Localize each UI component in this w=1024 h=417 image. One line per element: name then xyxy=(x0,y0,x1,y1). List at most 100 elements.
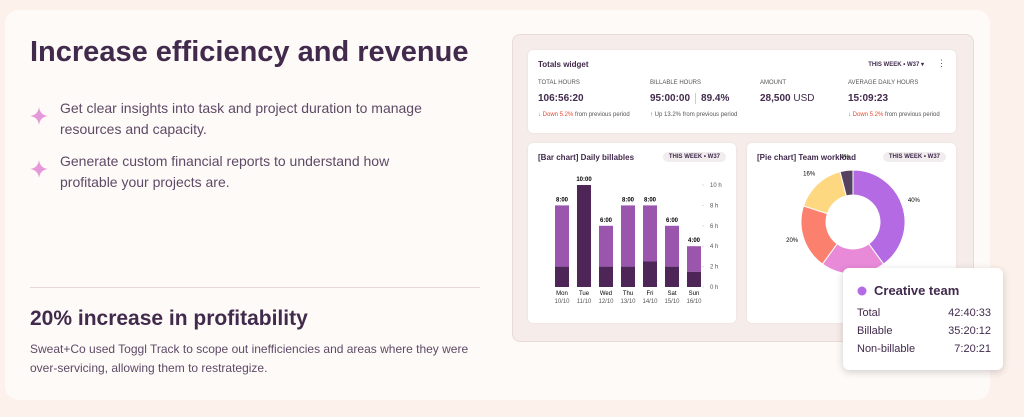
totals-widget: Totals widget THIS WEEK • W37 ▾ ⋮ TOTAL … xyxy=(528,50,956,133)
x-tick-label: Sat xyxy=(667,291,676,297)
arrow: ↑ xyxy=(650,112,653,118)
bar-segment xyxy=(687,271,701,287)
widget-title: [Pie chart] Team workload xyxy=(757,153,856,162)
metric-label: TOTAL HOURS xyxy=(538,80,580,86)
legend-dot xyxy=(857,286,867,296)
bar-segment xyxy=(665,266,679,287)
metric-label: AMOUNT xyxy=(760,80,786,86)
tooltip-title: Creative team xyxy=(874,283,960,298)
row-label: Non-billable xyxy=(857,343,916,355)
bar-segment xyxy=(665,225,679,267)
metric-value: 15:09:23 xyxy=(848,93,889,104)
y-tick-label: 8 h xyxy=(710,203,718,209)
y-tick-label: 4 h xyxy=(710,244,718,250)
change: Up 13.2% xyxy=(654,112,682,118)
unit: USD xyxy=(793,93,815,104)
row-label: Billable xyxy=(857,325,893,337)
bar-segment xyxy=(555,205,569,267)
bar-segment xyxy=(687,246,701,272)
y-tick-label: 10 h xyxy=(710,183,722,189)
feature: Get clear insights into task and project… xyxy=(60,100,422,137)
bar-segment xyxy=(621,205,635,267)
x-date-label: 10/10 xyxy=(554,299,570,305)
bar-segment xyxy=(599,266,613,287)
period-dropdown[interactable]: THIS WEEK • W37 ▾ xyxy=(868,62,924,68)
x-date-label: 16/10 xyxy=(686,299,702,305)
divider xyxy=(30,287,480,288)
pie-slice xyxy=(839,169,854,197)
data-label: 40% xyxy=(908,198,921,204)
row-label: Total xyxy=(857,307,881,319)
pie-slice xyxy=(802,171,847,215)
x-date-label: 13/10 xyxy=(620,299,636,305)
x-date-label: 14/10 xyxy=(642,299,658,305)
bar-chart: 0 h 2 h 4 h 6 h 8 h 10 h 8:00 Mon 10/10 10:00 Tue 1… xyxy=(554,177,722,305)
row-value: 35:20:12 xyxy=(948,325,991,337)
x-date-label: 11/10 xyxy=(577,299,592,305)
x-tick-label: Wed xyxy=(600,291,612,297)
x-tick-label: Fri xyxy=(647,291,654,297)
metric-label: BILLABLE HOURS xyxy=(650,80,702,86)
row: Billable 35:20:12 xyxy=(857,325,991,337)
pie-chart: 40% 20% 16% 4% xyxy=(786,155,921,275)
row: Total 42:40:33 xyxy=(857,307,991,319)
change: Down 5.2% xyxy=(542,112,574,118)
percent: 89.4% xyxy=(701,93,730,104)
stat-text: Sweat+Co used Toggl Track to scope out i… xyxy=(30,342,469,375)
metric-value: 95:00:00 89.4% xyxy=(650,93,729,104)
y-tick-label: 2 h xyxy=(710,265,718,271)
metric-value: 28,500 USD xyxy=(760,93,815,104)
value: 95:00:00 xyxy=(650,93,691,104)
data-label: 8:00 xyxy=(644,197,657,203)
feature: Generate custom financial reports to und… xyxy=(60,153,390,190)
period: THIS WEEK • W37 xyxy=(662,152,726,162)
bar-segment xyxy=(599,225,613,267)
x-date-label: 12/10 xyxy=(598,299,614,305)
y-tick-label: 0 h xyxy=(710,285,718,291)
data-label: 4% xyxy=(841,155,850,161)
x-tick-label: Thu xyxy=(623,291,633,297)
note: from previous period xyxy=(885,112,940,118)
x-date-label: 15/10 xyxy=(664,299,680,305)
y-tick-label: 6 h xyxy=(710,224,718,230)
note: from previous period xyxy=(682,112,738,118)
change: Down 5.2% xyxy=(852,112,884,118)
menu-icon[interactable]: ⋮ xyxy=(937,58,946,68)
metric-value: 106:56:20 xyxy=(538,93,584,104)
data-label: 20% xyxy=(786,238,799,244)
widget-title: Totals widget xyxy=(538,60,589,69)
x-tick-label: Sun xyxy=(689,291,700,297)
x-tick-label: Tue xyxy=(579,291,590,297)
note: from previous period xyxy=(575,112,630,118)
arrow: ↓ xyxy=(848,112,851,118)
data-label: 6:00 xyxy=(666,218,679,224)
bar-segment xyxy=(577,185,591,287)
period: THIS WEEK • W37 xyxy=(882,152,946,162)
bar-widget: [Bar chart] Daily billables THIS WEEK • … xyxy=(528,143,736,323)
row: Non-billable 7:20:21 xyxy=(857,343,991,355)
x-tick-label: Mon xyxy=(556,291,568,297)
metric-label: AVERAGE DAILY HOURS xyxy=(848,80,919,86)
period: THIS WEEK • W37 xyxy=(868,62,920,68)
bar-segment xyxy=(643,205,657,262)
widget-title: [Bar chart] Daily billables xyxy=(538,153,635,162)
data-label: 10:00 xyxy=(576,177,592,183)
value: 28,500 xyxy=(760,93,791,104)
sparkle-icon xyxy=(30,160,48,178)
stat-title: 20% increase in profitability xyxy=(30,307,308,330)
row-value: 7:20:21 xyxy=(954,343,991,355)
bar-segment xyxy=(621,266,635,287)
data-label: 16% xyxy=(803,171,816,177)
data-label: 6:00 xyxy=(600,218,613,224)
tooltip: Creative team Total 42:40:33 Billable 35:2… xyxy=(843,268,1003,370)
title: Increase efficiency and revenue xyxy=(30,36,469,68)
bar-segment xyxy=(643,261,657,287)
data-label: 8:00 xyxy=(556,197,569,203)
row-value: 42:40:33 xyxy=(948,307,991,319)
sparkle-icon xyxy=(30,107,48,125)
data-label: 8:00 xyxy=(622,197,635,203)
arrow: ↓ xyxy=(538,112,541,118)
bar-segment xyxy=(555,266,569,287)
data-label: 4:00 xyxy=(688,238,701,244)
